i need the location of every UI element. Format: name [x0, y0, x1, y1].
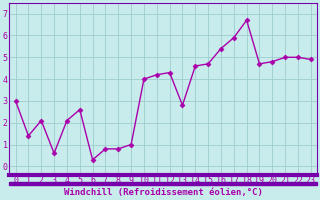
X-axis label: Windchill (Refroidissement éolien,°C): Windchill (Refroidissement éolien,°C)	[64, 188, 263, 197]
